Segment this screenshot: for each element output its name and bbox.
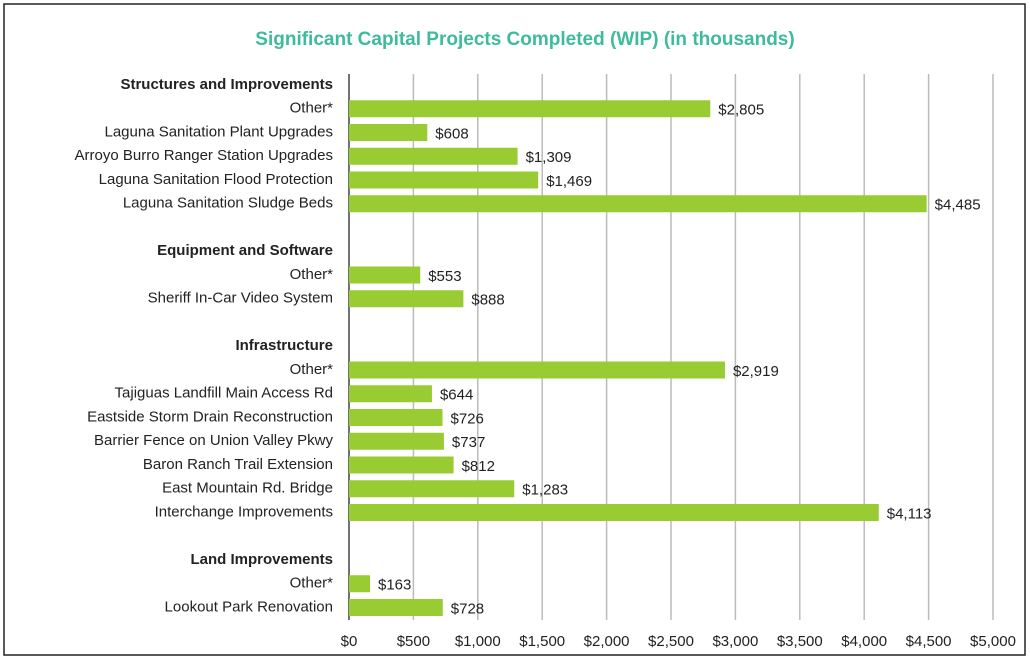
y-tick-label: Laguna Sanitation Sludge Beds xyxy=(123,195,333,212)
chart-title: Significant Capital Projects Completed (… xyxy=(255,29,794,50)
value-label: $163 xyxy=(378,577,411,594)
group-label: Infrastructure xyxy=(235,337,333,354)
value-label: $726 xyxy=(451,410,484,427)
value-label: $608 xyxy=(435,125,468,142)
y-tick-label: Eastside Storm Drain Reconstruction xyxy=(87,408,333,425)
x-tick-label: $3,000 xyxy=(712,633,758,650)
y-tick-label: Baron Ranch Trail Extension xyxy=(143,456,333,473)
value-label: $1,309 xyxy=(526,149,572,166)
y-tick-label: Lookout Park Renovation xyxy=(165,598,333,615)
x-tick-label: $4,000 xyxy=(841,633,887,650)
x-tick-label: $2,000 xyxy=(584,633,630,650)
value-label: $2,805 xyxy=(718,102,764,119)
value-label: $888 xyxy=(471,292,504,309)
value-label: $2,919 xyxy=(733,363,779,380)
group-label: Structures and Improvements xyxy=(120,76,333,93)
bar xyxy=(349,195,927,213)
bar xyxy=(349,100,711,118)
bar xyxy=(349,409,443,426)
bar xyxy=(349,361,725,379)
value-label: $1,469 xyxy=(546,173,592,190)
y-tick-label: Other* xyxy=(290,100,334,117)
x-tick-label: $1,500 xyxy=(519,633,565,650)
y-tick-label: Laguna Sanitation Flood Protection xyxy=(99,171,333,188)
bar xyxy=(349,456,454,474)
value-label: $4,113 xyxy=(887,505,932,522)
x-tick-label: $3,500 xyxy=(777,633,823,650)
y-tick-label: Other* xyxy=(290,266,334,283)
value-label: $553 xyxy=(428,268,461,285)
x-tick-label: $0 xyxy=(341,633,358,650)
value-label: $728 xyxy=(451,600,484,617)
y-tick-label: Other* xyxy=(290,361,334,378)
bar xyxy=(349,575,370,593)
value-label: $812 xyxy=(462,458,495,475)
value-label: $1,283 xyxy=(522,482,568,499)
bar xyxy=(349,432,444,450)
bar xyxy=(349,290,464,308)
bar xyxy=(349,124,428,141)
y-tick-label: Barrier Fence on Union Valley Pkwy xyxy=(94,432,333,449)
value-label: $644 xyxy=(440,387,473,404)
bar xyxy=(349,171,539,189)
y-tick-label: Interchange Improvements xyxy=(155,503,333,520)
group-label: Equipment and Software xyxy=(157,242,333,259)
bar xyxy=(349,266,421,284)
x-tick-label: $500 xyxy=(397,633,430,650)
y-tick-label: Other* xyxy=(290,575,334,592)
value-label: $4,485 xyxy=(935,197,981,214)
x-tick-label: $4,500 xyxy=(906,633,952,650)
x-tick-label: $1,000 xyxy=(455,633,501,650)
bar xyxy=(349,504,879,521)
y-tick-label: Laguna Sanitation Plant Upgrades xyxy=(104,123,333,140)
y-tick-label: Arroyo Burro Ranger Station Upgrades xyxy=(75,147,333,164)
x-tick-label: $2,500 xyxy=(648,633,694,650)
bar xyxy=(349,385,432,403)
y-tick-label: Sheriff In-Car Video System xyxy=(148,290,333,307)
bar xyxy=(349,480,515,498)
bar xyxy=(349,599,443,616)
y-tick-label: East Mountain Rd. Bridge xyxy=(162,480,333,497)
value-label: $737 xyxy=(452,434,485,451)
x-tick-label: $5,000 xyxy=(970,633,1016,650)
bar xyxy=(349,147,518,165)
y-tick-label: Tajiguas Landfill Main Access Rd xyxy=(115,385,333,402)
group-label: Land Improvements xyxy=(190,551,333,568)
